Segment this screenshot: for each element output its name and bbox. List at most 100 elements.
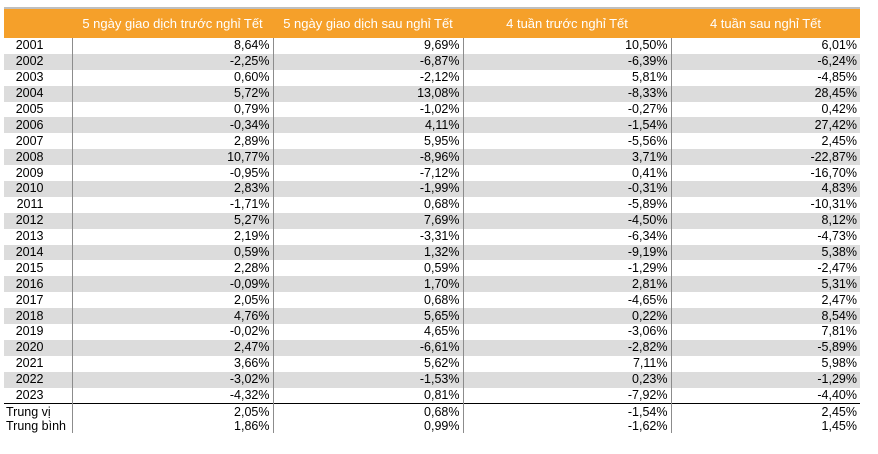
value-cell: 5,62%: [273, 355, 464, 372]
value-cell: 1,70%: [273, 276, 464, 293]
value-cell: 6,01%: [821, 38, 857, 53]
value-cell: -1,54%: [463, 117, 672, 134]
value-cell: -4,40%: [817, 388, 857, 403]
year-cell: 2022: [4, 371, 73, 388]
year-cell: 2016: [4, 276, 73, 293]
table-row: 2020 2,47% -6,61% -2,82% -5,89%: [4, 339, 860, 356]
value-cell: 0,59%: [72, 244, 274, 261]
header-row: 5 ngày giao dịch trước nghỉ Tết 5 ngày gi…: [4, 7, 860, 38]
table-row: 2018 4,76% 5,65% 0,22% 8,54%: [4, 308, 860, 325]
value-cell: 0,41%: [463, 165, 672, 182]
value-cell: 10,50%: [463, 38, 672, 54]
value-cell: -4,85%: [817, 70, 857, 85]
value-cell: -1,29%: [463, 260, 672, 277]
table-row: 2015 2,28% 0,59% -1,29% -2,47%: [4, 260, 860, 277]
table-row: 2010 2,83% -1,99% -0,31% 4,83%: [4, 181, 860, 197]
value-cell: 0,42%: [821, 102, 857, 116]
table-row: 2012 5,27% 7,69% -4,50% 8,12%: [4, 212, 860, 229]
value-cell: -5,89%: [463, 196, 672, 213]
year-cell: 2007: [4, 133, 73, 150]
table-row: 2022 -3,02% -1,53% 0,23% -1,29%: [4, 371, 860, 388]
value-cell: 0,79%: [72, 101, 274, 118]
value-cell: 10,77%: [72, 149, 274, 166]
value-cell: -4,73%: [817, 229, 857, 244]
value-cell: 0,59%: [273, 260, 464, 277]
table-row: 2011 -1,71% 0,68% -5,89% -10,31%: [4, 196, 860, 213]
year-cell: 2017: [4, 292, 73, 309]
value-cell: 4,83%: [671, 181, 860, 197]
value-cell: 5,81%: [463, 69, 672, 86]
year-cell: 2018: [4, 308, 73, 325]
value-cell: -6,87%: [273, 53, 464, 70]
year-cell: 2019: [4, 324, 73, 340]
value-cell: -16,70%: [810, 165, 857, 180]
value-cell: -22,87%: [671, 149, 860, 166]
table-row: 2005 0,79% -1,02% -0,27% 0,42%: [4, 101, 860, 118]
value-cell: 13,08%: [273, 85, 464, 102]
table-row: 2019 -0,02% 4,65% -3,06% 7,81%: [4, 324, 860, 340]
value-cell: -9,19%: [463, 244, 672, 261]
year-cell: 2021: [4, 355, 73, 372]
value-cell: -3,06%: [463, 324, 672, 340]
value-cell: 4,76%: [72, 308, 274, 325]
summary-value: 0,68%: [273, 403, 464, 419]
value-cell: 0,23%: [463, 371, 672, 388]
value-cell: -0,31%: [463, 181, 672, 197]
value-cell: 1,32%: [273, 244, 464, 261]
value-cell: -1,29%: [671, 371, 860, 388]
year-cell: 2023: [4, 387, 73, 404]
table-row: 2009 -0,95% -7,12% 0,41% -16,70%: [4, 165, 860, 182]
year-cell: 2015: [4, 260, 73, 277]
year-cell: 2006: [4, 117, 73, 134]
value-cell: -4,50%: [463, 212, 672, 229]
column-header-2: 5 ngày giao dịch sau nghỉ Tết: [273, 7, 463, 38]
table-row: 2001 8,64% 9,69% 10,50% 6,01%: [4, 38, 860, 54]
value-cell: -0,27%: [463, 101, 672, 118]
year-cell: 2011: [4, 196, 73, 213]
summary-value: 1,45%: [821, 419, 857, 434]
table-row: 2002 -2,25% -6,87% -6,39% -6,24%: [4, 53, 860, 70]
table-row: 2023 -4,32% 0,81% -7,92% -4,40%: [4, 387, 860, 404]
summary-value: -1,54%: [463, 403, 672, 419]
year-cell: 2009: [4, 165, 73, 182]
value-cell: 5,95%: [273, 133, 464, 150]
value-cell: -2,82%: [463, 339, 672, 356]
value-cell: 0,81%: [273, 387, 464, 404]
value-cell: 2,47%: [821, 292, 857, 307]
value-cell: 5,98%: [821, 356, 857, 371]
tet-returns-table: 5 ngày giao dịch trước nghỉ Tết 5 ngày gi…: [4, 7, 860, 434]
median-row: Trung vị 2,05% 0,68% -1,54% 2,45%: [4, 403, 860, 419]
value-cell: 5,31%: [671, 276, 860, 293]
table-row: 2016 -0,09% 1,70% 2,81% 5,31%: [4, 276, 860, 293]
year-cell: 2013: [4, 228, 73, 245]
value-cell: 9,69%: [273, 38, 464, 54]
value-cell: 3,66%: [72, 355, 274, 372]
value-cell: 0,60%: [72, 69, 274, 86]
year-cell: 2001: [4, 38, 73, 54]
value-cell: 7,69%: [273, 212, 464, 229]
value-cell: -2,47%: [817, 260, 857, 275]
summary-label: Trung vị: [4, 403, 73, 419]
value-cell: -10,31%: [810, 197, 857, 212]
year-cell: 2010: [4, 181, 73, 197]
summary-value: -1,62%: [463, 418, 672, 434]
value-cell: 0,68%: [273, 292, 464, 309]
value-cell: -0,02%: [72, 324, 274, 340]
value-cell: -0,09%: [72, 276, 274, 293]
table-summary: Trung vị 2,05% 0,68% -1,54% 2,45% Trung bình 1…: [4, 403, 860, 434]
value-cell: -5,89%: [671, 339, 860, 356]
value-cell: -2,12%: [273, 69, 464, 86]
value-cell: -1,99%: [273, 181, 464, 197]
year-cell: 2002: [4, 53, 73, 70]
value-cell: 8,54%: [671, 308, 860, 325]
year-cell: 2004: [4, 85, 73, 102]
column-header-year: [4, 7, 72, 38]
summary-value: 2,45%: [671, 403, 860, 419]
value-cell: -1,71%: [72, 196, 274, 213]
value-cell: 2,83%: [72, 181, 274, 197]
mean-row: Trung bình 1,86% 0,99% -1,62% 1,45%: [4, 418, 860, 434]
summary-value: 2,05%: [72, 403, 274, 419]
value-cell: 0,22%: [463, 308, 672, 325]
value-cell: 3,71%: [463, 149, 672, 166]
